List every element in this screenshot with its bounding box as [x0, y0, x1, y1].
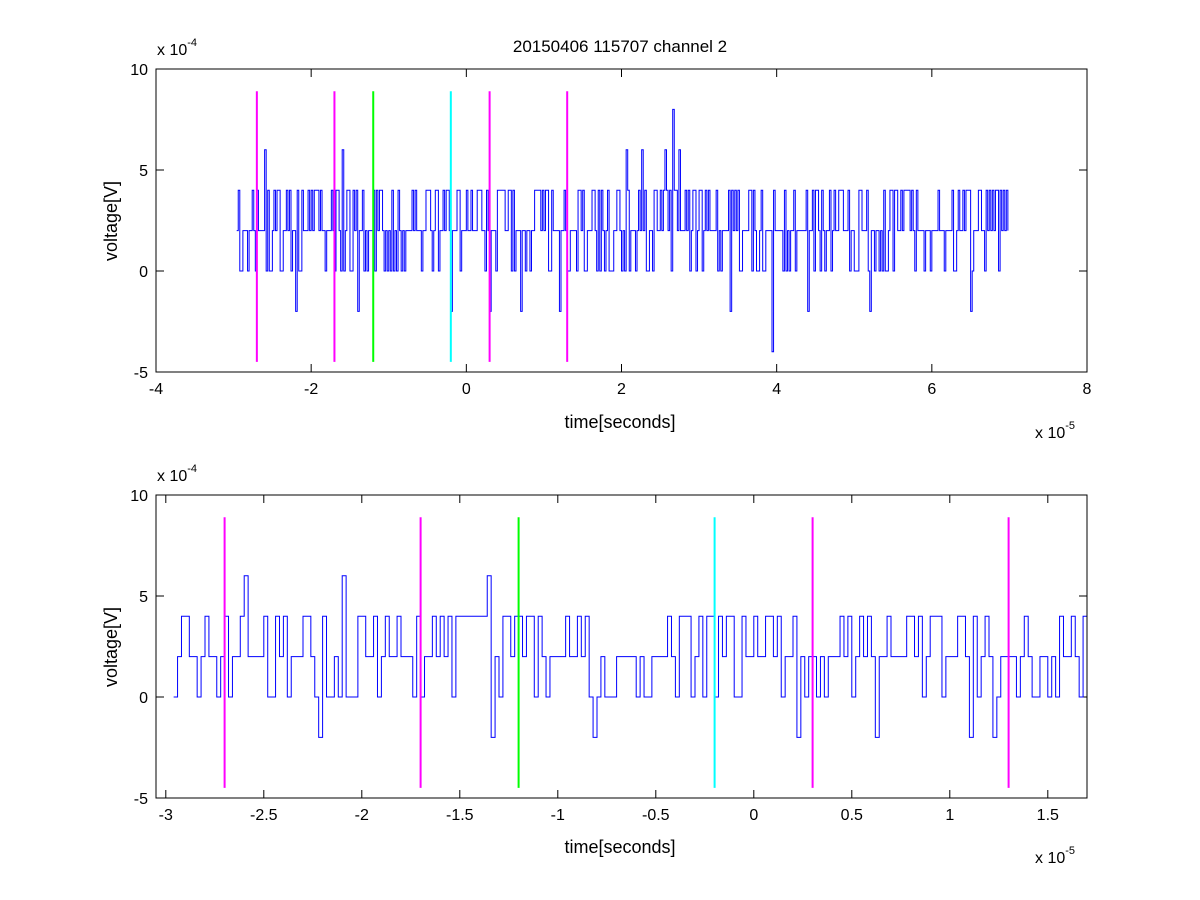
- y-tick-label: 0: [139, 690, 148, 707]
- x-multiplier-exp: -5: [1065, 420, 1075, 432]
- y-multiplier-base: x 10: [157, 42, 187, 59]
- y-tick-label: 10: [130, 488, 148, 505]
- chart-title: 20150406 115707 channel 2: [513, 37, 727, 56]
- y-multiplier-label: x 10-4: [157, 463, 197, 485]
- marker-lines: [255, 91, 569, 362]
- y-multiplier-exp: -4: [187, 463, 197, 475]
- x-tick-label: -2: [304, 381, 318, 398]
- x-multiplier-label: x 10-5: [1035, 420, 1075, 442]
- svg-text:x 10-5: x 10-5: [1035, 845, 1075, 867]
- y-tick-label: 5: [139, 163, 148, 180]
- x-axis-label: time[seconds]: [564, 412, 675, 432]
- y-multiplier-label: x 10-4: [157, 37, 197, 59]
- subplot-top: 20150406 115707 channel 2 x 10-4 x 10-5 …: [101, 37, 1092, 442]
- y-tick-label: -5: [134, 365, 148, 382]
- series-layer: [173, 575, 1087, 738]
- y-tick-label: 5: [139, 589, 148, 606]
- svg-text:x 10-4: x 10-4: [157, 37, 197, 59]
- x-multiplier-exp: -5: [1065, 845, 1075, 857]
- tick-marks: -3 -2.5 -2 -1.5 -1 -0.5 0 0.5 1 1.5 -5 0 5 10: [130, 488, 1087, 824]
- x-multiplier-label: x 10-5: [1035, 845, 1075, 867]
- x-tick-label: -3: [159, 807, 173, 824]
- series-layer: [236, 108, 1009, 353]
- signal-line: [173, 575, 1087, 738]
- marker-lines: [223, 517, 1010, 788]
- x-tick-label: 4: [772, 381, 781, 398]
- y-multiplier-exp: -4: [187, 37, 197, 49]
- x-tick-label: 2: [617, 381, 626, 398]
- y-tick-label: 10: [130, 62, 148, 79]
- signal-line: [236, 108, 1009, 353]
- x-multiplier-base: x 10: [1035, 425, 1065, 442]
- y-axis-label: voltage[V]: [101, 181, 121, 261]
- y-multiplier-base: x 10: [157, 468, 187, 485]
- x-tick-label: -2: [355, 807, 369, 824]
- y-axis-label: voltage[V]: [101, 607, 121, 687]
- y-tick-label: 0: [139, 264, 148, 281]
- subplot-bottom: x 10-4 x 10-5 time[seconds] voltage[V] -…: [101, 463, 1088, 867]
- x-tick-label: 8: [1083, 381, 1092, 398]
- x-multiplier-base: x 10: [1035, 850, 1065, 867]
- plot-frame: [155, 494, 1088, 799]
- x-tick-label: -0.5: [642, 807, 670, 824]
- y-tick-label: -5: [134, 791, 148, 808]
- x-tick-label: 1: [945, 807, 954, 824]
- x-tick-label: -1.5: [446, 807, 474, 824]
- x-tick-label: 1.5: [1037, 807, 1059, 824]
- x-tick-label: 0: [749, 807, 758, 824]
- x-tick-label: -4: [149, 381, 163, 398]
- x-tick-label: 0.5: [841, 807, 863, 824]
- x-axis-label: time[seconds]: [564, 837, 675, 857]
- x-tick-label: 6: [927, 381, 936, 398]
- x-tick-label: -1: [551, 807, 565, 824]
- svg-text:x 10-5: x 10-5: [1035, 420, 1075, 442]
- x-tick-label: 0: [462, 381, 471, 398]
- x-tick-label: -2.5: [250, 807, 278, 824]
- svg-text:x 10-4: x 10-4: [157, 463, 197, 485]
- plot-frame: [155, 68, 1088, 373]
